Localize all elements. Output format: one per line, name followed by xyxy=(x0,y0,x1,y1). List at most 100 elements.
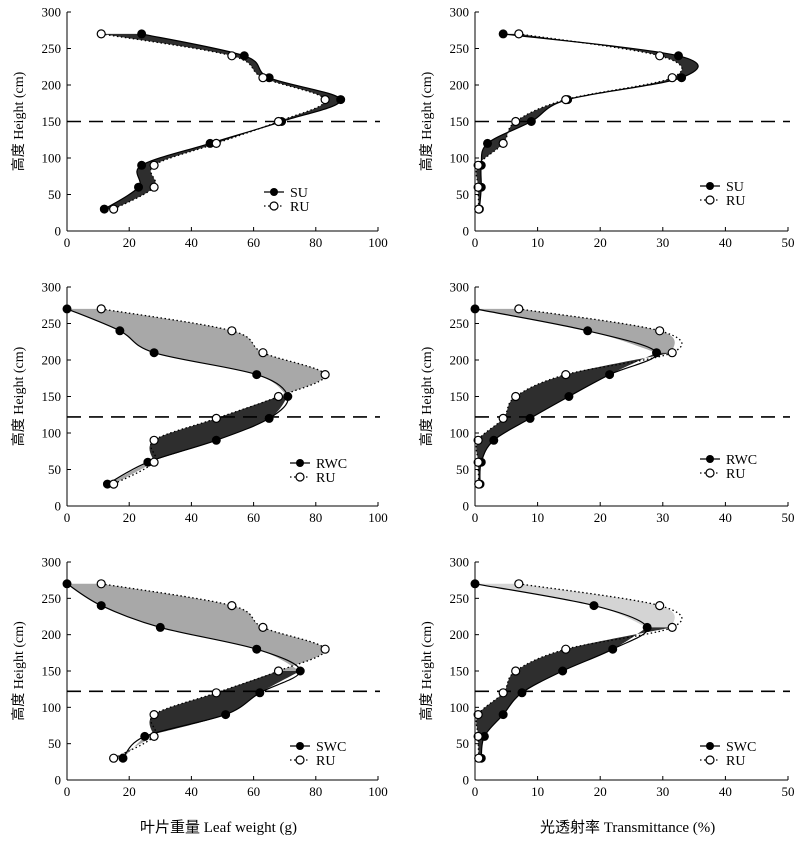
data-point-ru xyxy=(667,622,677,633)
data-point-su xyxy=(483,138,493,148)
data-point-swc xyxy=(498,710,508,720)
data-point-swc xyxy=(252,644,262,654)
data-point-ru xyxy=(149,457,159,467)
y-tick-label: 50 xyxy=(48,187,61,202)
band-fill xyxy=(67,308,326,397)
data-point-ru xyxy=(211,688,221,698)
data-point-rwc xyxy=(115,326,125,336)
legend-marker-ru xyxy=(705,755,715,765)
y-tick-label: 200 xyxy=(450,627,470,642)
data-point-ru xyxy=(473,182,483,192)
x-tick-label: 20 xyxy=(594,510,607,525)
x-tick-label: 30 xyxy=(656,235,669,250)
chart-panel-tr-rwc: 0 50 100 150 200 250 300 0 10 20 30 40 50 高度 Height (… xyxy=(418,280,795,526)
y-tick-label: 200 xyxy=(42,78,62,93)
y-tick-label: 300 xyxy=(42,555,62,570)
band-fill xyxy=(113,736,155,759)
y-tick-label: 100 xyxy=(450,151,470,166)
data-point-ru xyxy=(561,370,571,380)
band-fill xyxy=(147,396,288,463)
data-point-ru xyxy=(109,204,119,214)
x-tick-label: 80 xyxy=(309,510,322,525)
y-tick-label: 50 xyxy=(456,462,469,477)
data-point-ru xyxy=(514,29,524,39)
x-tick-label: 30 xyxy=(656,784,669,799)
legend-label-rwc: RWC xyxy=(316,457,347,472)
data-point-ru xyxy=(474,753,484,763)
data-point-su xyxy=(677,73,687,83)
legend-label-ru: RU xyxy=(726,194,745,209)
x-tick-label: 100 xyxy=(368,510,388,525)
x-tick-label: 50 xyxy=(782,510,795,525)
x-tick-label: 40 xyxy=(185,784,198,799)
data-point-rwc xyxy=(605,370,615,380)
legend-label-su: SU xyxy=(290,186,308,201)
legend-marker-su xyxy=(706,182,714,190)
data-point-ru xyxy=(655,326,665,336)
data-point-ru xyxy=(320,644,330,654)
legend-marker-ru xyxy=(269,201,279,211)
data-point-su xyxy=(137,160,147,170)
chart-panel-lw-swc: 0 50 100 150 200 250 300 0 20 40 60 80 100 高度 Height … xyxy=(10,555,388,800)
data-point-ru xyxy=(258,73,268,83)
data-point-ru xyxy=(96,29,106,39)
y-tick-label: 100 xyxy=(450,426,470,441)
data-point-swc xyxy=(140,731,150,741)
y-tick-label: 300 xyxy=(42,5,62,20)
x-tick-label: 10 xyxy=(531,510,544,525)
y-tick-label: 50 xyxy=(456,187,469,202)
data-point-ru xyxy=(514,304,524,314)
chart-panel-lw-su: 0 50 100 150 200 250 300 0 20 40 60 80 100 高度 Height … xyxy=(10,5,388,251)
data-point-ru xyxy=(149,731,159,742)
legend-label-swc: SWC xyxy=(316,740,346,755)
data-point-rwc xyxy=(264,413,274,423)
data-point-su xyxy=(498,29,508,39)
data-point-su xyxy=(526,117,536,126)
data-point-rwc xyxy=(525,413,535,423)
data-point-ru xyxy=(561,94,571,105)
data-point-swc xyxy=(642,622,652,632)
y-tick-label: 300 xyxy=(450,5,470,20)
y-axis-title: 高度 Height (cm) xyxy=(418,71,435,171)
data-point-ru xyxy=(473,160,483,170)
x-tick-label: 20 xyxy=(123,510,136,525)
x-tick-label: 40 xyxy=(719,235,732,250)
data-point-ru xyxy=(227,600,237,611)
band-fill xyxy=(475,583,675,628)
data-point-su xyxy=(673,51,683,61)
chart-panel-tr-su: 0 50 100 150 200 250 300 0 10 20 30 40 50 高度 Height (… xyxy=(418,5,795,251)
data-point-ru xyxy=(655,600,665,611)
x-tick-label: 40 xyxy=(185,510,198,525)
y-tick-label: 100 xyxy=(42,700,62,715)
data-point-swc xyxy=(96,601,106,611)
x-tick-label: 0 xyxy=(64,510,71,525)
legend-marker-rwc xyxy=(706,455,714,463)
y-tick-label: 200 xyxy=(42,627,62,642)
legend-label-ru: RU xyxy=(726,467,745,482)
data-point-swc xyxy=(558,666,568,676)
band-fill xyxy=(144,671,301,737)
x-tick-label: 40 xyxy=(185,235,198,250)
y-tick-label: 250 xyxy=(450,41,470,56)
y-tick-label: 200 xyxy=(450,78,470,93)
x-tick-label: 40 xyxy=(719,510,732,525)
legend-marker-ru xyxy=(295,755,305,765)
x-tick-label: 40 xyxy=(719,784,732,799)
band-fill xyxy=(107,462,155,485)
data-point-su xyxy=(336,95,346,105)
y-tick-label: 0 xyxy=(463,773,470,788)
data-point-ru xyxy=(511,666,521,676)
x-axis-title-transmittance: 光透射率 Transmittance (%) xyxy=(540,820,716,836)
x-tick-label: 100 xyxy=(368,784,388,799)
y-axis-title: 高度 Height (cm) xyxy=(10,71,27,171)
x-tick-label: 80 xyxy=(309,784,322,799)
x-tick-label: 0 xyxy=(64,784,71,799)
data-point-swc xyxy=(221,710,231,720)
y-tick-label: 50 xyxy=(456,736,469,751)
data-point-rwc xyxy=(211,435,221,445)
legend-label-su: SU xyxy=(726,180,744,195)
data-point-swc xyxy=(608,644,618,654)
x-tick-label: 20 xyxy=(123,235,136,250)
x-tick-label: 100 xyxy=(368,235,388,250)
